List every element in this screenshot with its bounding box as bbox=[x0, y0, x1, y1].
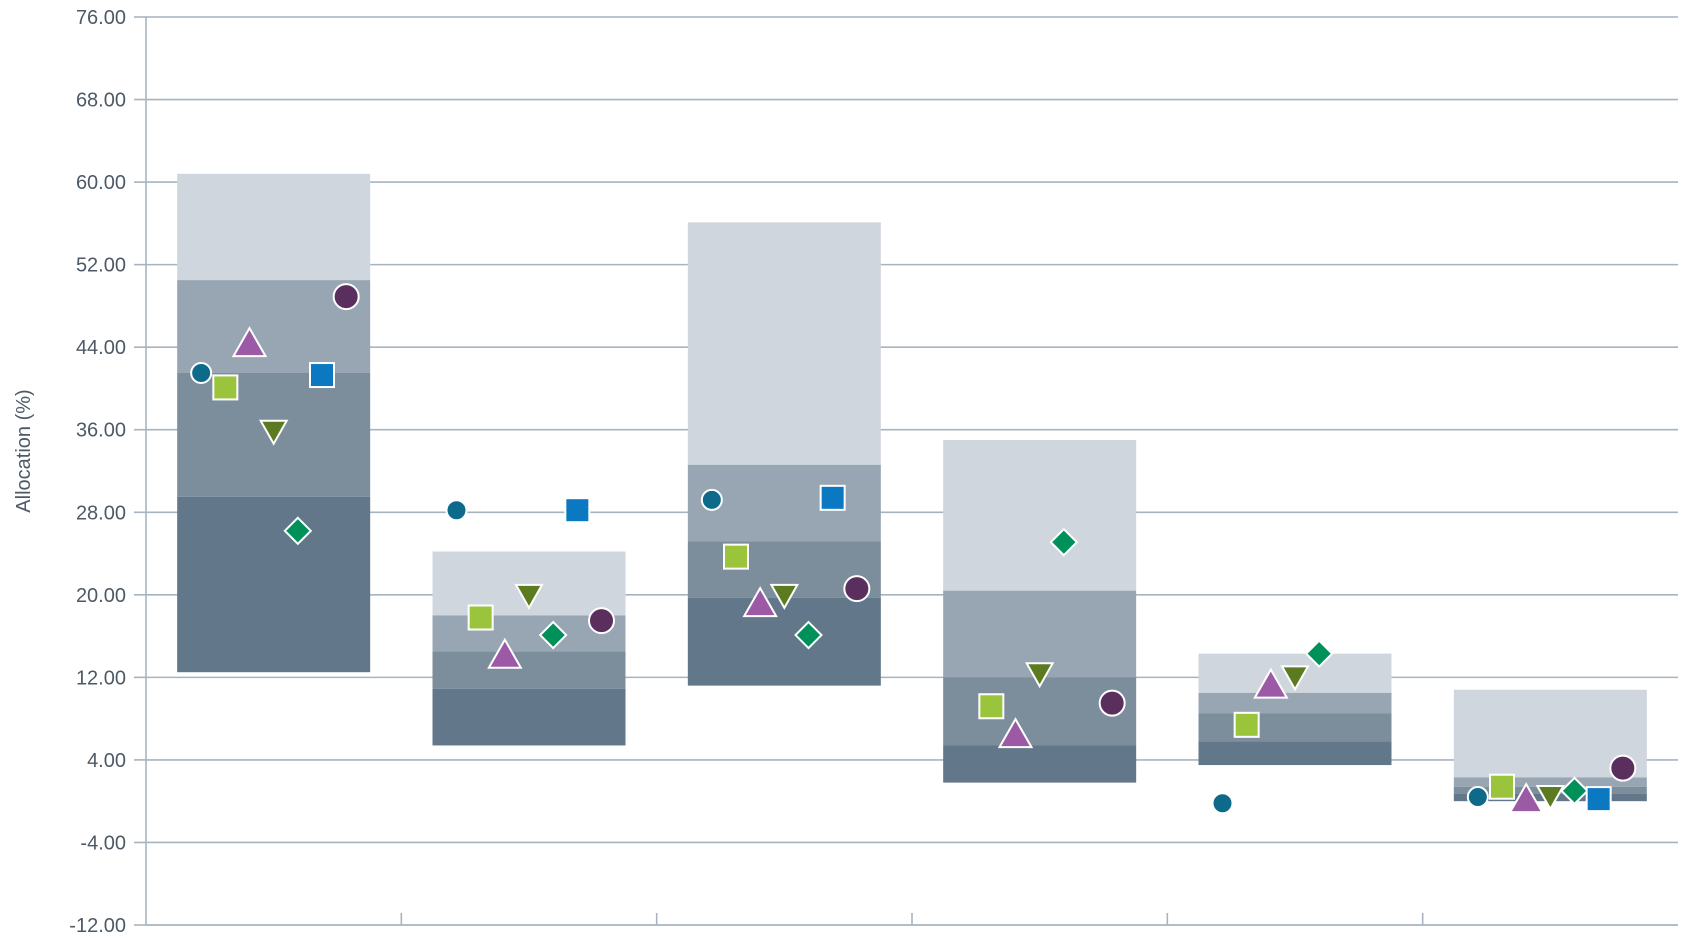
marker-diamond bbox=[1049, 527, 1079, 557]
marker-square-lime bbox=[723, 543, 749, 570]
y-axis-title: Allocation (%) bbox=[13, 389, 35, 512]
y-tick-label: 52.00 bbox=[76, 255, 126, 277]
marker-circle-large bbox=[1609, 754, 1637, 782]
marker-triangle-down bbox=[514, 583, 544, 610]
marker-diamond bbox=[1304, 639, 1334, 669]
marker-triangle-up bbox=[742, 586, 778, 618]
marker-triangle-down bbox=[769, 583, 800, 610]
y-tick-label: 44.00 bbox=[76, 337, 126, 359]
marker-square-lime bbox=[978, 693, 1005, 720]
marker-diamond bbox=[794, 620, 823, 650]
marker-circle-small bbox=[190, 361, 213, 384]
bar-band-p75-p95 bbox=[943, 440, 1137, 591]
marker-diamond bbox=[1560, 776, 1589, 806]
bar-band-p25-p50 bbox=[432, 651, 626, 689]
bar-band-p50-p75 bbox=[1453, 777, 1647, 787]
marker-triangle-up bbox=[231, 326, 268, 358]
marker-circle-small bbox=[700, 488, 723, 511]
marker-square-lime bbox=[467, 604, 494, 631]
marker-square-blue bbox=[309, 362, 335, 389]
y-tick-label: 12.00 bbox=[76, 667, 126, 689]
y-tick-label: -12.00 bbox=[69, 915, 126, 937]
marker-circle-small bbox=[1466, 786, 1489, 809]
y-tick-label: 68.00 bbox=[76, 90, 126, 112]
bar-band-p5-p25 bbox=[943, 745, 1137, 783]
y-tick-label: 20.00 bbox=[76, 585, 126, 607]
marker-circle-small bbox=[1211, 792, 1234, 815]
marker-circle-large bbox=[843, 575, 871, 603]
y-tick-label: 4.00 bbox=[87, 750, 126, 772]
marker-square-lime bbox=[1489, 773, 1515, 800]
y-tick-label: -4.00 bbox=[80, 832, 126, 854]
marker-square-blue bbox=[1585, 786, 1612, 813]
marker-square-lime bbox=[212, 374, 239, 401]
marker-circle-large bbox=[1098, 689, 1126, 717]
bar-band-p50-p75 bbox=[1198, 692, 1392, 714]
y-tick-label: 60.00 bbox=[76, 172, 126, 194]
bar-band-p75-p95 bbox=[177, 173, 371, 281]
marker-diamond bbox=[283, 516, 313, 546]
marker-square-blue bbox=[819, 484, 846, 511]
marker-square-blue bbox=[564, 497, 591, 524]
marker-triangle-up bbox=[1508, 782, 1544, 814]
bar-band-p5-p25 bbox=[687, 597, 881, 686]
bar-band-p5-p25 bbox=[1198, 741, 1392, 766]
y-tick-label: 76.00 bbox=[76, 7, 126, 29]
y-tick-label: 28.00 bbox=[76, 502, 126, 524]
marker-triangle-up bbox=[487, 637, 523, 669]
y-tick-label: 36.00 bbox=[76, 420, 126, 442]
bar-band-p5-p25 bbox=[432, 688, 626, 746]
bar-band-p75-p95 bbox=[687, 222, 881, 465]
marker-circle-large bbox=[332, 283, 360, 311]
marker-triangle-down bbox=[1535, 785, 1566, 812]
marker-circle-small bbox=[445, 499, 468, 522]
marker-triangle-up bbox=[1253, 667, 1289, 699]
marker-circle-large bbox=[588, 607, 615, 635]
bar-band-p5-p25 bbox=[177, 496, 371, 673]
marker-diamond bbox=[538, 620, 568, 650]
marker-triangle-down bbox=[258, 419, 289, 446]
marker-square-lime bbox=[1233, 711, 1260, 738]
marker-triangle-up bbox=[997, 717, 1034, 749]
marker-triangle-down bbox=[1024, 662, 1055, 689]
bar-band-p25-p50 bbox=[1198, 713, 1392, 742]
marker-triangle-down bbox=[1280, 665, 1310, 692]
